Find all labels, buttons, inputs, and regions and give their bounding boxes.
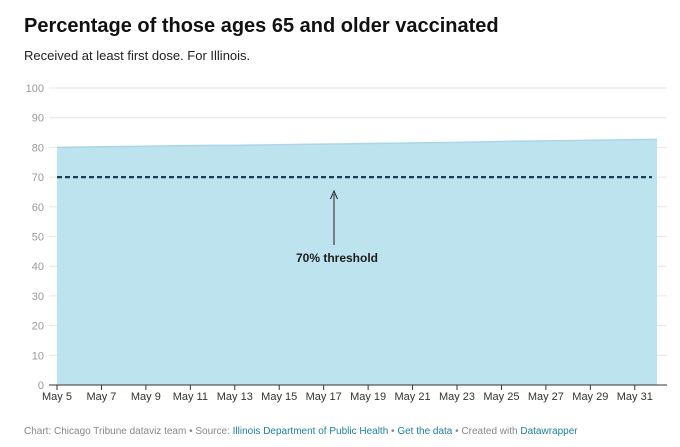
x-tick-label: May 19 (350, 391, 386, 403)
y-tick-label: 20 (32, 321, 44, 333)
x-tick-label: May 5 (42, 391, 72, 403)
x-tick-label: May 9 (131, 391, 161, 403)
chart-footer: Chart: Chicago Tribune dataviz team • So… (24, 426, 578, 437)
footer-separator: • Source: (186, 426, 233, 437)
x-tick-label: May 21 (395, 391, 431, 403)
chart-subtitle: Received at least first dose. For Illino… (24, 48, 251, 63)
y-tick-label: 50 (32, 232, 44, 244)
x-tick-label: May 25 (483, 391, 519, 403)
x-tick-label: May 11 (173, 391, 208, 403)
x-tick-label: May 17 (306, 391, 342, 403)
series-line (56, 138, 658, 149)
get-the-data-link[interactable]: Get the data (397, 426, 453, 437)
area-fill (57, 139, 657, 385)
y-tick-label: 80 (32, 142, 44, 154)
y-tick-label: 60 (32, 202, 44, 214)
footer-separator: • (388, 426, 398, 437)
y-tick-label: 30 (32, 291, 44, 303)
y-tick-label: 0 (38, 380, 44, 392)
y-tick-label: 90 (32, 113, 44, 125)
annotation-arrow-head (330, 189, 338, 200)
y-tick-label: 10 (32, 350, 44, 362)
y-tick-label: 70 (32, 172, 44, 184)
y-tick-label: 40 (32, 261, 44, 273)
x-tick-label: May 15 (261, 391, 297, 403)
x-tick-label: May 31 (617, 391, 653, 403)
x-tick-label: May 13 (217, 391, 253, 403)
x-tick-label: May 23 (439, 391, 475, 403)
chart-credit: Chart: Chicago Tribune dataviz team (24, 426, 187, 437)
x-tick-label: May 7 (86, 391, 116, 403)
x-tick-label: May 27 (528, 391, 564, 403)
y-tick-label: 100 (26, 83, 44, 95)
footer-separator: • Created with (452, 426, 521, 437)
threshold-annotation: 70% threshold (296, 251, 378, 265)
datawrapper-link[interactable]: Datawrapper (520, 426, 578, 437)
x-tick-label: May 29 (572, 391, 608, 403)
chart-title: Percentage of those ages 65 and older va… (24, 15, 499, 37)
source-link[interactable]: Illinois Department of Public Health (232, 426, 389, 437)
